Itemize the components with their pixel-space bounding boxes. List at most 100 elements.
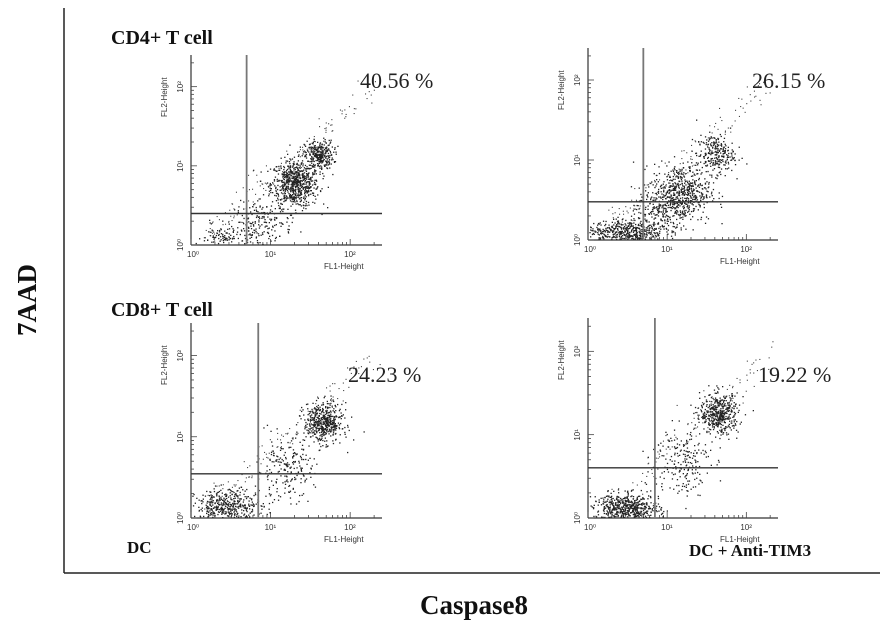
data-point: [613, 228, 616, 230]
data-point: [638, 227, 640, 229]
data-point: [308, 164, 311, 166]
data-point: [721, 145, 723, 147]
data-point: [667, 224, 670, 227]
data-point: [662, 196, 664, 198]
data-point: [303, 169, 305, 171]
data-point: [651, 509, 653, 511]
data-point: [734, 412, 737, 415]
data-point: [307, 178, 309, 180]
data-point: [614, 503, 617, 505]
data-point: [271, 210, 273, 213]
data-point: [335, 153, 337, 155]
data-point: [682, 199, 684, 201]
data-point: [209, 235, 211, 237]
data-point: [310, 423, 312, 425]
data-point: [259, 185, 261, 187]
data-point: [327, 425, 330, 427]
data-point: [223, 241, 225, 244]
data-point: [244, 506, 246, 509]
data-point: [720, 399, 722, 401]
data-point: [707, 144, 709, 146]
data-point: [708, 148, 710, 150]
data-point: [638, 187, 640, 189]
data-point: [684, 179, 686, 181]
data-point: [318, 408, 320, 410]
data-point: [267, 213, 269, 215]
data-point: [667, 173, 670, 176]
data-point: [604, 516, 606, 519]
data-point: [309, 164, 312, 166]
data-point: [224, 230, 226, 232]
data-point: [613, 228, 615, 230]
data-point: [313, 138, 315, 140]
data-point: [709, 149, 711, 151]
data-point: [702, 417, 704, 419]
data-point: [336, 416, 338, 418]
data-point: [293, 161, 295, 163]
data-point: [706, 431, 708, 434]
data-point: [674, 166, 676, 168]
data-point: [249, 497, 251, 499]
data-point: [312, 148, 314, 150]
data-point: [253, 514, 255, 516]
data-point: [329, 418, 331, 420]
data-point: [697, 202, 699, 204]
scatter-points: [589, 81, 771, 241]
data-point: [313, 173, 316, 175]
data-point: [213, 511, 215, 514]
data-point: [314, 415, 316, 417]
data-point: [242, 187, 244, 189]
data-point: [227, 504, 229, 506]
data-point: [353, 439, 355, 441]
data-point: [295, 192, 297, 194]
data-point: [242, 506, 244, 508]
data-point: [267, 231, 269, 234]
data-point: [353, 108, 355, 110]
data-point: [208, 511, 210, 513]
data-point: [365, 93, 367, 95]
data-point: [630, 224, 633, 227]
data-point: [326, 440, 328, 442]
data-point: [651, 196, 653, 198]
data-point: [669, 176, 671, 178]
data-point: [300, 162, 302, 164]
data-point: [598, 238, 600, 240]
data-point: [619, 237, 621, 239]
data-point: [599, 229, 601, 231]
data-point: [658, 510, 660, 512]
data-point: [335, 425, 337, 428]
data-point: [277, 432, 279, 434]
data-point: [725, 415, 727, 418]
data-point: [698, 421, 700, 423]
data-point: [322, 153, 325, 155]
data-point: [720, 203, 722, 205]
data-point: [318, 424, 320, 426]
data-point: [655, 234, 657, 237]
data-point: [239, 221, 241, 223]
data-point: [663, 228, 665, 230]
data-point: [709, 162, 711, 165]
data-point: [718, 163, 721, 165]
data-point: [306, 148, 308, 150]
data-point: [312, 192, 314, 194]
data-point: [286, 176, 288, 178]
data-point: [720, 419, 722, 421]
data-point: [716, 147, 718, 149]
data-point: [305, 178, 307, 180]
data-point: [599, 222, 601, 224]
data-point: [720, 135, 722, 138]
data-point: [330, 398, 332, 400]
data-point: [281, 185, 283, 187]
data-point: [233, 215, 235, 217]
data-point: [669, 175, 671, 177]
data-point: [296, 196, 298, 198]
data-point: [670, 209, 672, 212]
data-point: [652, 236, 654, 238]
data-point: [711, 422, 713, 424]
data-point: [616, 220, 619, 222]
data-point: [717, 426, 719, 428]
data-point: [655, 228, 657, 230]
data-point: [324, 440, 326, 442]
data-point: [631, 235, 634, 238]
data-point: [269, 235, 271, 237]
